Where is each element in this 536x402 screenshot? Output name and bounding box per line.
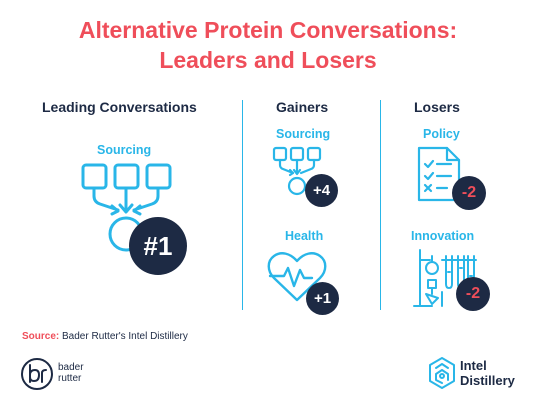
column-divider-right xyxy=(380,100,381,310)
leading-conversations-heading: Leading Conversations xyxy=(42,99,197,115)
page-title-line-2: Leaders and Losers xyxy=(159,47,377,73)
loser-topic-label-innovation: Innovation xyxy=(411,229,475,243)
loser-change-badge-policy: -2 xyxy=(452,176,486,210)
source-label: Source: xyxy=(22,331,60,342)
sourcing-flow-icon xyxy=(81,163,172,252)
intel-distillery-logo-line-2: Distillery xyxy=(460,373,515,388)
leading-rank-badge: #1 xyxy=(129,217,187,275)
sourcing-flow-icon xyxy=(272,146,322,196)
gainers-heading: Gainers xyxy=(276,99,329,115)
gainer-topic-label-health: Health xyxy=(285,229,324,243)
loser-change-badge-innovation: -2 xyxy=(456,277,490,311)
intel-distillery-logo-line-1: Intel xyxy=(460,358,487,373)
page-title-line-1: Alternative Protein Conversations: xyxy=(78,17,458,43)
gainer-change-badge-sourcing: +4 xyxy=(305,174,338,207)
heart-pulse-icon xyxy=(267,252,327,302)
loser-topic-label-policy: Policy xyxy=(423,127,460,141)
bader-rutter-logo-icon xyxy=(21,358,53,390)
losers-heading: Losers xyxy=(414,99,460,115)
intel-distillery-logo-icon xyxy=(429,357,455,389)
gainer-change-badge-health: +1 xyxy=(306,282,339,315)
leading-topic-label: Sourcing xyxy=(97,143,152,157)
column-divider-left xyxy=(242,100,243,310)
source-citation: Source: Bader Rutter's Intel Distillery xyxy=(22,331,188,342)
gainer-topic-label-sourcing: Sourcing xyxy=(276,127,331,141)
bader-rutter-logo-line-2: rutter xyxy=(58,373,82,384)
bader-rutter-logo-line-1: bader xyxy=(58,362,84,373)
source-text: Bader Rutter's Intel Distillery xyxy=(59,331,188,342)
